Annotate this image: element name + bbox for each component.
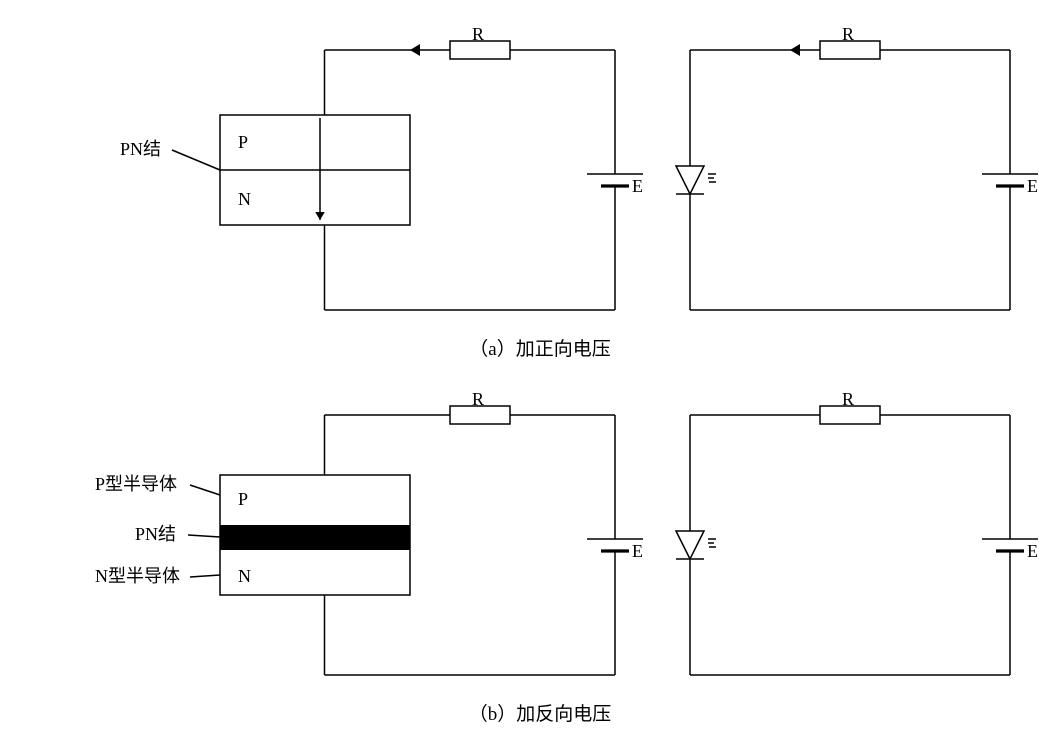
svg-text:E: E bbox=[1027, 541, 1038, 561]
svg-text:N: N bbox=[238, 189, 251, 209]
svg-text:PN结: PN结 bbox=[135, 524, 176, 544]
svg-text:R: R bbox=[472, 24, 484, 44]
caption-b: （b）加反向电压 bbox=[469, 703, 612, 725]
svg-text:R: R bbox=[842, 389, 854, 409]
caption-a: （a）加正向电压 bbox=[469, 338, 610, 360]
svg-text:N: N bbox=[238, 566, 251, 586]
svg-text:E: E bbox=[632, 176, 643, 196]
svg-text:R: R bbox=[842, 24, 854, 44]
pn-junction-diagram: R E P N PN结 R E （a）加正向电压 R E P N P型半导体 PN结 N型半导体 R E （b）加… bbox=[20, 20, 1039, 732]
svg-text:P: P bbox=[238, 132, 248, 152]
svg-text:E: E bbox=[1027, 176, 1038, 196]
svg-text:R: R bbox=[472, 389, 484, 409]
svg-text:P型半导体: P型半导体 bbox=[95, 474, 177, 494]
svg-text:PN结: PN结 bbox=[120, 139, 161, 159]
svg-text:E: E bbox=[632, 541, 643, 561]
svg-text:N型半导体: N型半导体 bbox=[95, 566, 180, 586]
svg-text:P: P bbox=[238, 489, 248, 509]
